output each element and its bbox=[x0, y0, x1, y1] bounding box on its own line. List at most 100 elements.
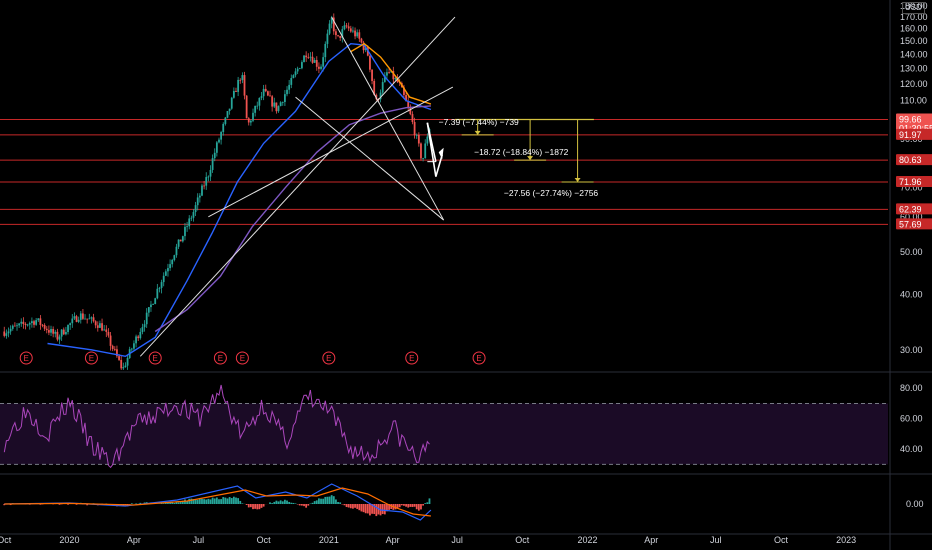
trend-drawings[interactable] bbox=[139, 16, 456, 357]
candle-body bbox=[143, 324, 146, 328]
candle-body bbox=[86, 318, 89, 320]
candle-body bbox=[417, 135, 420, 144]
macd-histogram-bar bbox=[409, 504, 412, 507]
measure-label: −7.39 (−7.44%) −739 bbox=[439, 117, 519, 127]
candle-body bbox=[65, 332, 67, 335]
rsi-tick-label: 60.00 bbox=[900, 414, 923, 424]
macd-histogram-bar bbox=[247, 504, 250, 508]
time-tick-label: Jul bbox=[710, 535, 722, 545]
macd-histogram-bar bbox=[271, 503, 274, 504]
macd-histogram-bar bbox=[277, 501, 280, 504]
macd-histogram-bar bbox=[398, 504, 401, 508]
candle-body bbox=[175, 246, 178, 256]
candle-body bbox=[126, 357, 129, 366]
candle-body bbox=[220, 132, 223, 140]
macd-histogram-bar bbox=[169, 502, 171, 504]
candle-body bbox=[403, 87, 405, 95]
candle-body bbox=[339, 35, 342, 38]
candle-body bbox=[239, 79, 242, 81]
candle-body bbox=[156, 288, 159, 299]
candle-body bbox=[260, 96, 263, 98]
candle-body bbox=[307, 57, 310, 59]
macd-histogram-bar bbox=[326, 496, 329, 504]
price-tick-label: 40.00 bbox=[900, 290, 923, 300]
macd-histogram-bar bbox=[235, 497, 237, 504]
projection-arrow bbox=[426, 122, 443, 177]
earnings-label: E bbox=[218, 354, 223, 363]
candle-body bbox=[296, 68, 299, 72]
candle-body bbox=[269, 95, 271, 97]
candle-body bbox=[290, 78, 293, 85]
countdown-label: 01:30:55 bbox=[899, 124, 932, 134]
candle-body bbox=[266, 91, 269, 96]
candle-body bbox=[405, 94, 407, 102]
macd-histogram-bar bbox=[207, 498, 210, 504]
macd-histogram-bar bbox=[369, 504, 371, 516]
macd-histogram-bar bbox=[139, 502, 142, 504]
macd-histogram-bar bbox=[420, 504, 422, 510]
candle-body bbox=[20, 321, 23, 324]
price-tick-label: 50.00 bbox=[900, 247, 923, 257]
macd-histogram-bar bbox=[175, 502, 178, 504]
macd-histogram-bar bbox=[252, 504, 254, 510]
candle-body bbox=[18, 323, 21, 326]
candle-body bbox=[173, 255, 176, 260]
moving-average-line bbox=[47, 42, 432, 358]
macd-histogram-bar bbox=[213, 498, 216, 504]
candle-body bbox=[281, 101, 284, 103]
candle-body bbox=[328, 23, 331, 34]
candle-body bbox=[294, 71, 297, 76]
macd-histogram-bar bbox=[220, 499, 223, 504]
macd-histogram-bar bbox=[205, 499, 208, 504]
horizontal-levels[interactable] bbox=[0, 119, 888, 225]
time-tick-label: 2022 bbox=[577, 535, 597, 545]
macd-histogram-bar bbox=[415, 504, 418, 510]
macd-histogram-bar bbox=[356, 504, 359, 509]
candle-body bbox=[160, 282, 163, 288]
candle-body bbox=[101, 323, 103, 331]
candle-body bbox=[118, 356, 120, 360]
macd-histogram-bar bbox=[260, 504, 263, 508]
time-axis[interactable]: Oct 2020 Apr Jul Oct 2021 Apr Jul Oct 2022 Apr Jul O… bbox=[0, 535, 856, 545]
candle-body bbox=[162, 275, 165, 283]
candle-body bbox=[147, 307, 150, 313]
macd-histogram-bar bbox=[383, 504, 386, 515]
price-tick-label: 140.00 bbox=[900, 49, 928, 59]
measurements[interactable]: −7.39 (−7.44%) −739 −18.72 (−18.84%) −187… bbox=[439, 117, 599, 198]
macd-histogram-bar bbox=[332, 496, 335, 504]
candle-body bbox=[99, 323, 101, 328]
earnings-marker bbox=[19, 351, 33, 365]
candle-body bbox=[215, 142, 218, 153]
candle-body bbox=[184, 226, 186, 237]
macd-histogram-bar bbox=[345, 504, 348, 508]
candle-body bbox=[209, 169, 212, 177]
macd-histogram-bar bbox=[192, 499, 195, 504]
candle-body bbox=[35, 320, 38, 325]
candle-body bbox=[207, 176, 210, 178]
candle-body bbox=[48, 330, 50, 333]
macd-histogram-bar bbox=[388, 504, 390, 510]
candle-body bbox=[222, 123, 225, 133]
currency-label[interactable]: USD bbox=[902, 2, 925, 14]
candle-body bbox=[364, 47, 367, 51]
macd-histogram-bar bbox=[258, 504, 261, 510]
candle-body bbox=[245, 95, 248, 119]
macd-histogram-bar bbox=[186, 500, 188, 504]
rsi-band bbox=[0, 402, 888, 465]
candle-body bbox=[356, 32, 359, 37]
candle-body bbox=[322, 57, 325, 67]
candle-body bbox=[167, 268, 169, 272]
candle-body bbox=[415, 135, 418, 136]
price-tag-box bbox=[896, 154, 932, 166]
candle-body bbox=[9, 328, 12, 332]
candle-body bbox=[73, 316, 76, 319]
macd-histogram-bar bbox=[303, 504, 305, 507]
candle-body bbox=[103, 329, 106, 331]
time-tick-label: Oct bbox=[257, 535, 272, 545]
candle-body bbox=[71, 318, 74, 324]
candle-body bbox=[318, 66, 320, 69]
candle-body bbox=[386, 72, 388, 76]
